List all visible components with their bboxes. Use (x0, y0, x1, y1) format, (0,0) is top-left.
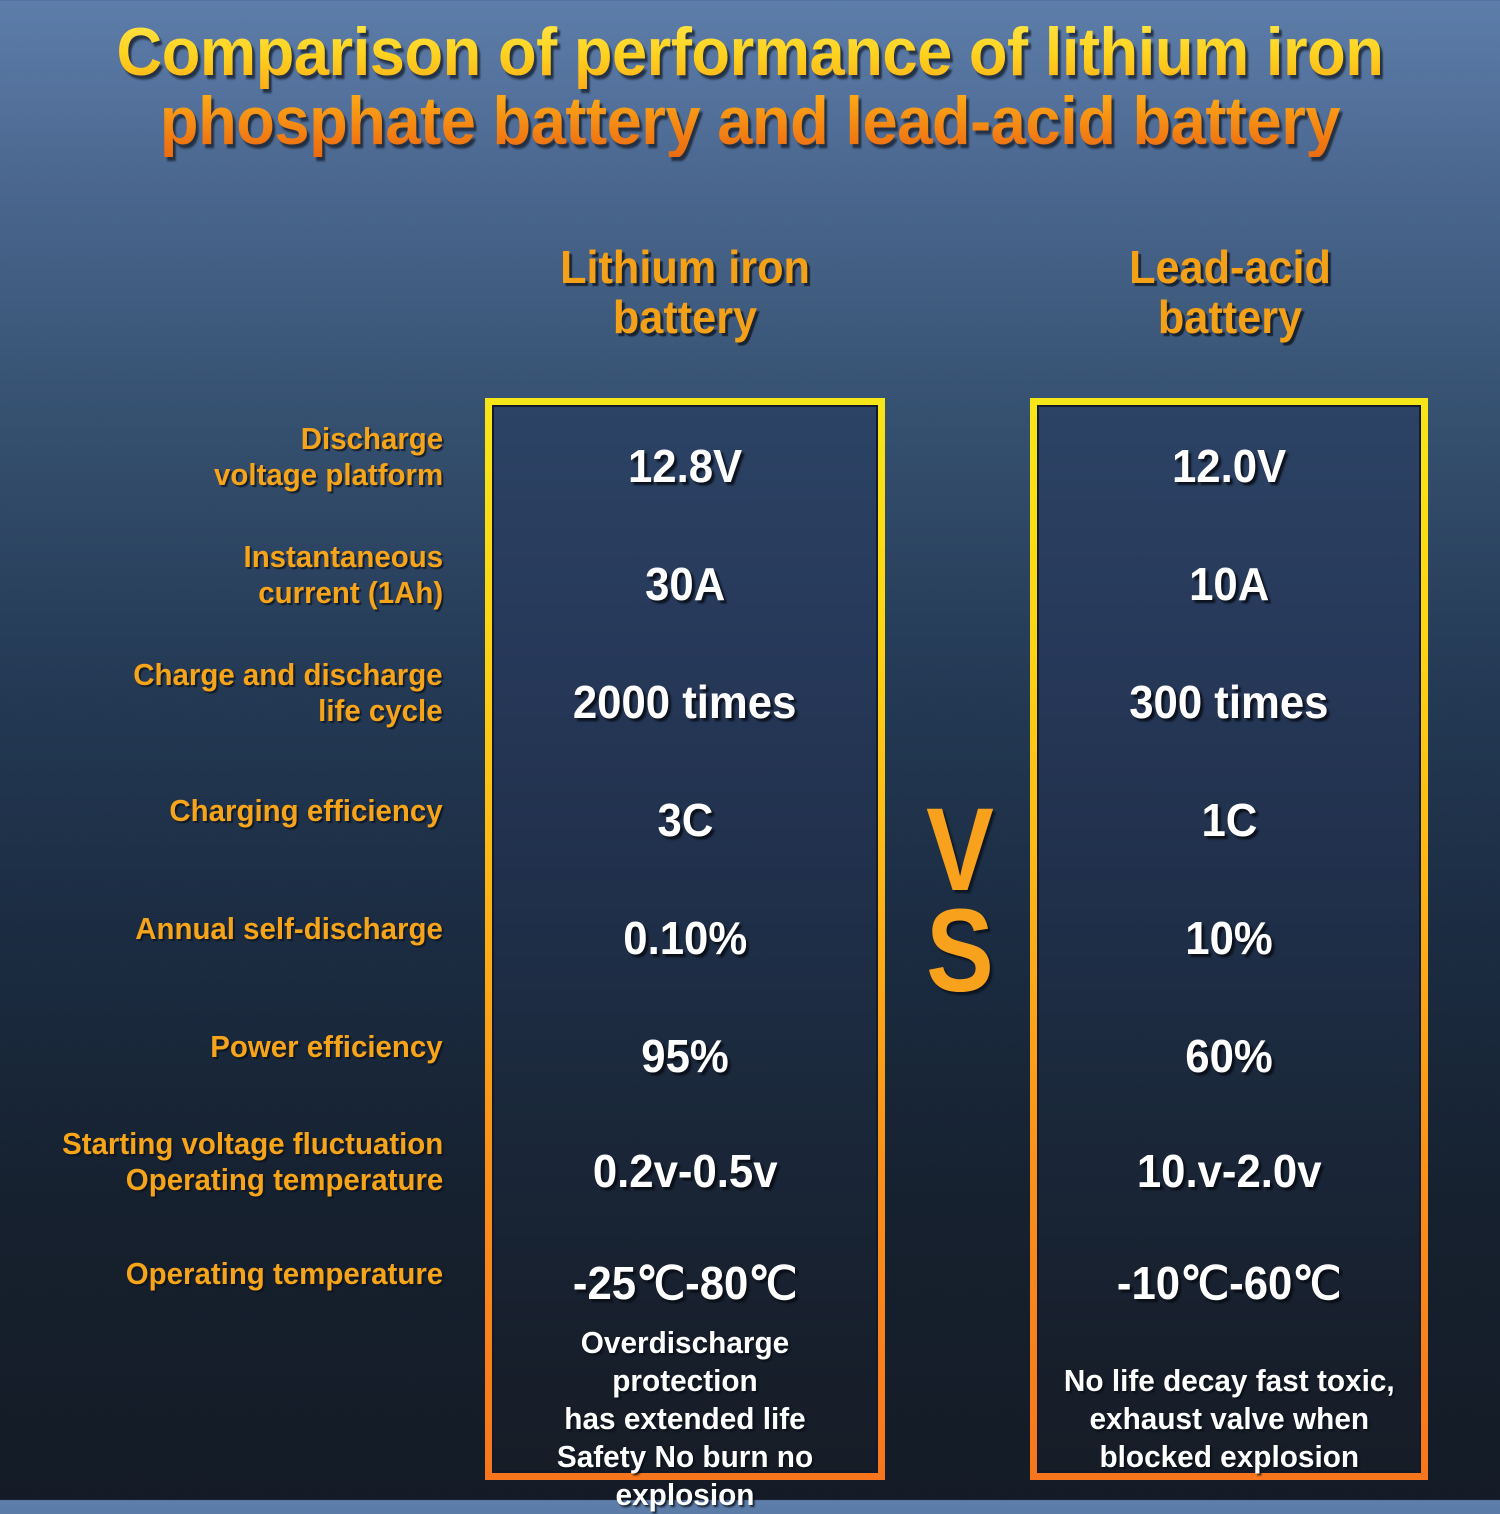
footnote-text: No life decay fast toxic, exhaust valve … (1063, 1363, 1395, 1474)
value-text: 30A (644, 557, 726, 610)
row-label: Power efficiency (0, 988, 455, 1106)
page-title: Comparison of performance of lithium iro… (53, 17, 1448, 157)
row-label-text: Instantaneous current (1Ah) (243, 538, 443, 610)
value-cell: 95% (494, 997, 876, 1115)
value-text: 10% (1185, 911, 1273, 964)
value-box-lithium: 12.8V 30A 2000 times 3C 0.10% 95% 0.2v-0.5v -25… (485, 398, 885, 1512)
row-label-text: Power efficiency (210, 1028, 443, 1064)
value-text: 60% (1185, 1029, 1273, 1082)
row-label-text: Annual self-discharge (135, 910, 443, 946)
value-cell: 10.v-2.0v (1039, 1115, 1419, 1227)
value-text: 12.8V (627, 439, 743, 492)
value-cell: 60% (1039, 997, 1419, 1115)
value-cell: 3C (494, 761, 876, 879)
column-header-lead-acid: Lead-acid battery (1129, 241, 1331, 343)
row-label-text: Charge and discharge life cycle (133, 656, 443, 728)
value-text: -25℃-80℃ (572, 1256, 798, 1309)
column-header-lithium: Lithium iron battery (560, 241, 810, 343)
value-text: 300 times (1129, 675, 1329, 728)
row-label: Starting voltage fluctuation Operating t… (0, 1106, 455, 1218)
footnote-cell: No life decay fast toxic, exhaust valve … (1039, 1339, 1419, 1499)
row-label-column: Discharge voltage platform Instantaneous … (0, 398, 455, 1330)
value-cell: -10℃-60℃ (1039, 1227, 1419, 1339)
value-box-lead-acid: 12.0V 10A 300 times 1C 10% 60% 10.v-2.0v -10℃-6… (1030, 398, 1428, 1480)
row-label: Charging efficiency (0, 752, 455, 870)
value-text: 12.0V (1171, 439, 1287, 492)
row-label: Charge and discharge life cycle (0, 634, 455, 752)
row-label: Discharge voltage platform (0, 398, 455, 516)
row-label: Annual self-discharge (0, 870, 455, 988)
value-cell: 0.10% (494, 879, 876, 997)
vs-badge: V S (926, 784, 994, 1018)
value-text: 1C (1201, 793, 1257, 846)
value-text: 0.10% (623, 911, 747, 964)
footnote-text: Overdischarge protection has extended li… (556, 1325, 814, 1512)
value-cell: 300 times (1039, 643, 1419, 761)
value-cell: 10% (1039, 879, 1419, 997)
value-cell: 1C (1039, 761, 1419, 879)
value-text: -10℃-60℃ (1116, 1256, 1342, 1309)
value-cell: 2000 times (494, 643, 876, 761)
value-text: 3C (657, 793, 713, 846)
value-cell: 12.8V (494, 407, 876, 525)
value-text: 95% (641, 1029, 729, 1082)
row-label-text: Starting voltage fluctuation Operating t… (61, 1125, 443, 1197)
row-label: Instantaneous current (1Ah) (0, 516, 455, 634)
value-cell: 10A (1039, 525, 1419, 643)
footnote-cell: Overdischarge protection has extended li… (494, 1325, 876, 1511)
value-text: 0.2v-0.5v (592, 1144, 778, 1197)
row-label-text: Charging efficiency (169, 792, 443, 828)
value-cell: 12.0V (1039, 407, 1419, 525)
value-cell: 0.2v-0.5v (494, 1115, 876, 1227)
value-text: 10A (1188, 557, 1270, 610)
value-text: 10.v-2.0v (1136, 1144, 1322, 1197)
row-label-text: Discharge voltage platform (213, 420, 443, 492)
row-label: Operating temperature (0, 1218, 455, 1330)
value-cell: -25℃-80℃ (494, 1227, 876, 1339)
value-text: 2000 times (573, 675, 797, 728)
value-box-lead-acid-inner: 12.0V 10A 300 times 1C 10% 60% 10.v-2.0v -10℃-6… (1037, 405, 1421, 1474)
value-box-lithium-inner: 12.8V 30A 2000 times 3C 0.10% 95% 0.2v-0.5v -25… (492, 405, 878, 1512)
row-label-text: Operating temperature (125, 1255, 443, 1291)
value-cell: 30A (494, 525, 876, 643)
